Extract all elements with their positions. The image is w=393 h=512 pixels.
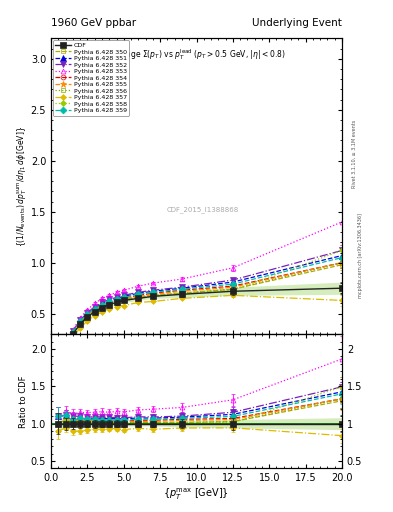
Legend: CDF, Pythia 6.428 350, Pythia 6.428 351, Pythia 6.428 352, Pythia 6.428 353, Pyt: CDF, Pythia 6.428 350, Pythia 6.428 351,… [53,40,129,116]
Text: Average $\Sigma(p_T)$ vs $p_T^\mathrm{lead}$ ($p_T > 0.5$ GeV, $|\eta| < 0.8$): Average $\Sigma(p_T)$ vs $p_T^\mathrm{le… [108,47,285,62]
Text: 1960 GeV ppbar: 1960 GeV ppbar [51,18,136,28]
Text: CDF_2015_I1388868: CDF_2015_I1388868 [166,206,239,214]
X-axis label: $\{p_T^\mathrm{max}$ [GeV]$\}$: $\{p_T^\mathrm{max}$ [GeV]$\}$ [163,486,230,502]
Text: Rivet 3.1.10, ≥ 3.1M events: Rivet 3.1.10, ≥ 3.1M events [352,119,357,188]
Y-axis label: $\{(1/N_\mathrm{events})\, dp_T^\mathrm{sum}/d\eta_1\, d\phi\,[\mathrm{GeV}]\}$: $\{(1/N_\mathrm{events})\, dp_T^\mathrm{… [16,126,29,247]
Text: mcplots.cern.ch [arXiv:1306.3436]: mcplots.cern.ch [arXiv:1306.3436] [358,214,363,298]
Text: Underlying Event: Underlying Event [252,18,342,28]
Y-axis label: Ratio to CDF: Ratio to CDF [19,375,28,428]
